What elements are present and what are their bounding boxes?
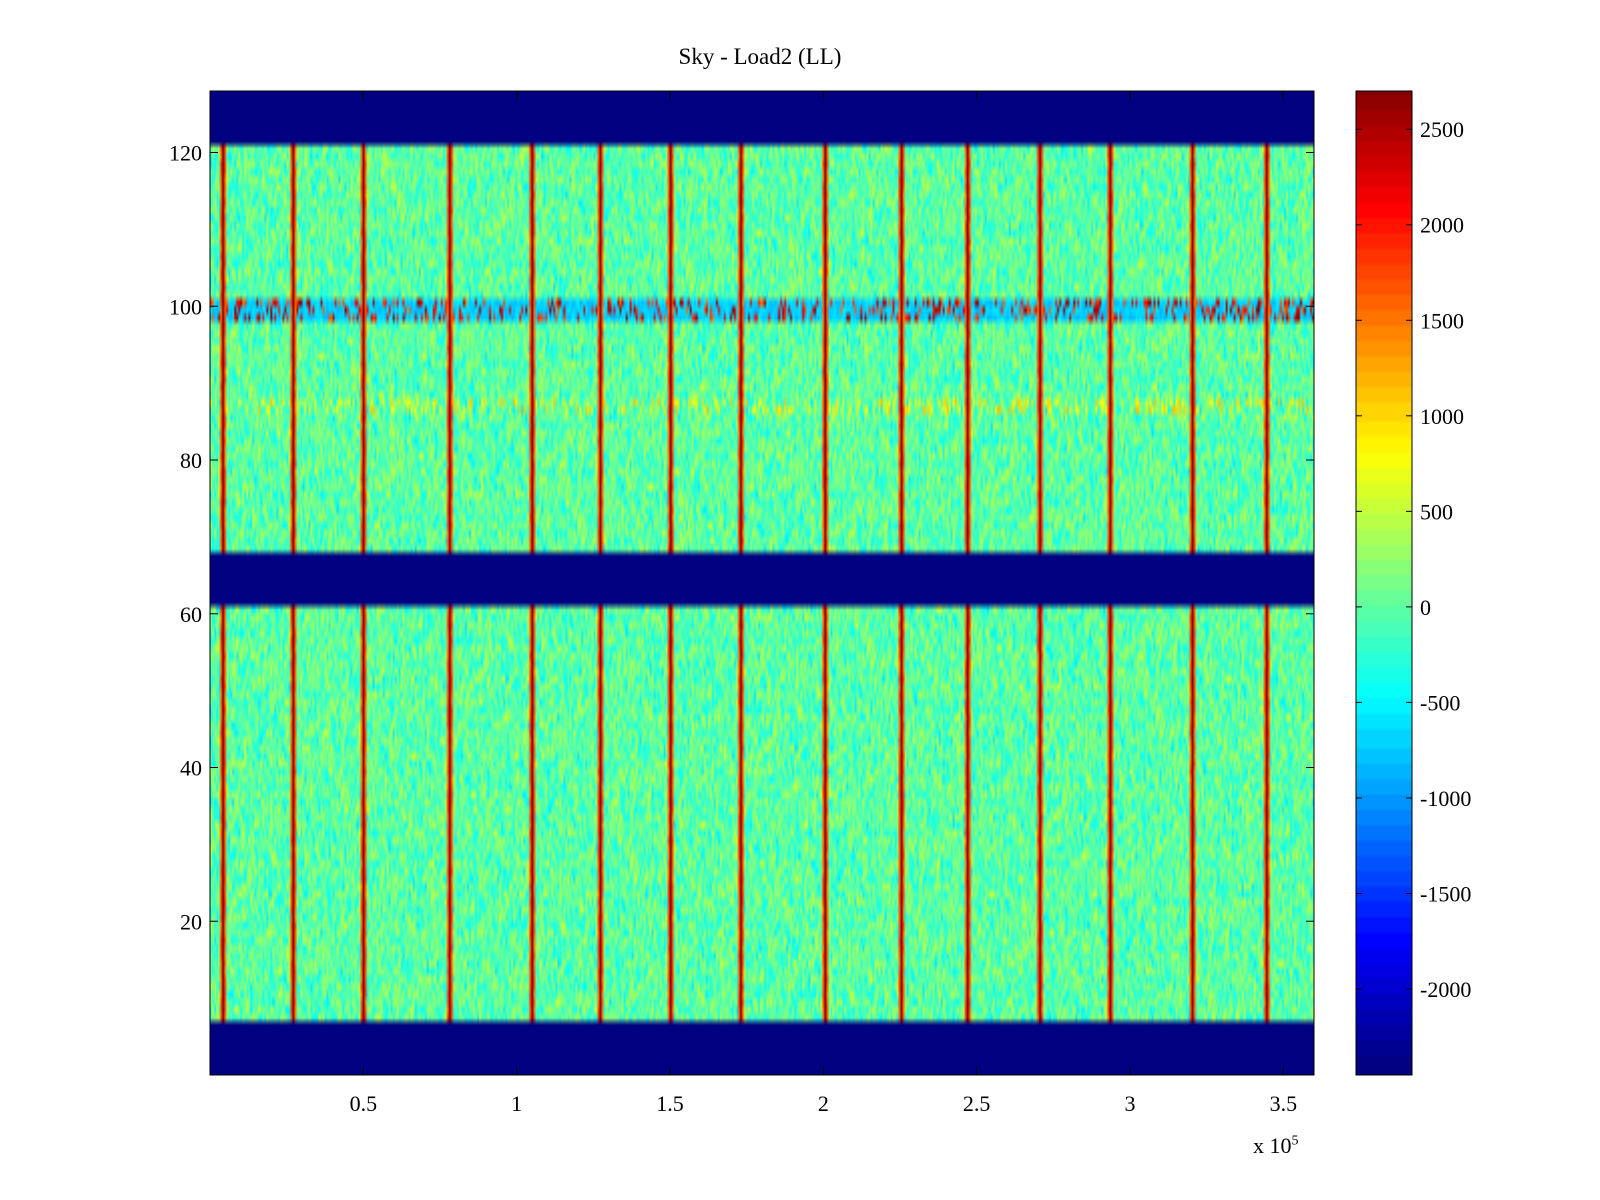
y-tick-label: 120	[169, 141, 202, 166]
x-tick-label: 2	[818, 1091, 829, 1116]
x-tick-label: 3	[1125, 1091, 1136, 1116]
x-tick-label: 1.5	[656, 1091, 684, 1116]
heatmap-image	[210, 91, 1314, 1075]
y-tick-label: 60	[180, 602, 202, 627]
x-exponent-label: x 105	[1253, 1133, 1299, 1159]
chart-title: Sky - Load2 (LL)	[678, 44, 842, 69]
y-tick-label: 100	[169, 294, 202, 319]
colorbar-tick-label: -1500	[1420, 881, 1471, 906]
colorbar: 2500 2000 1500 1000 500 0 -500 -1000 -1500 -2000	[1355, 90, 1471, 1076]
x-tick-label: 0.5	[350, 1091, 378, 1116]
y-tick-label: 20	[180, 909, 202, 934]
colorbar-tick-label: 500	[1420, 499, 1453, 524]
colorbar-tick-label: 0	[1420, 595, 1431, 620]
x-tick-label: 1	[511, 1091, 522, 1116]
heatmap-plot	[209, 90, 1315, 1076]
colorbar-frame	[1355, 90, 1413, 1076]
x-exponent-base: x 10	[1253, 1133, 1292, 1158]
colorbar-tick-label: -2000	[1420, 977, 1471, 1002]
y-tick-label: 40	[180, 756, 202, 781]
colorbar-tick-label: 1000	[1420, 404, 1464, 429]
colorbar-tick-label: -1000	[1420, 786, 1471, 811]
colorbar-tick-label: 2000	[1420, 213, 1464, 238]
colorbar-tick-label: -500	[1420, 690, 1460, 715]
x-tick-label: 3.5	[1270, 1091, 1298, 1116]
x-axis: 0.5 1 1.5 2 2.5 3 3.5	[350, 91, 1298, 1116]
x-tick-label: 2.5	[963, 1091, 991, 1116]
colorbar-gradient	[1356, 91, 1412, 1075]
colorbar-tick-label: 1500	[1420, 308, 1464, 333]
colorbar-tick-label: 2500	[1420, 117, 1464, 142]
plot-frame	[209, 90, 1315, 1076]
y-tick-label: 80	[180, 448, 202, 473]
x-exponent-power: 5	[1291, 1133, 1299, 1149]
y-axis: 20 40 60 80 100 120	[169, 141, 1314, 934]
